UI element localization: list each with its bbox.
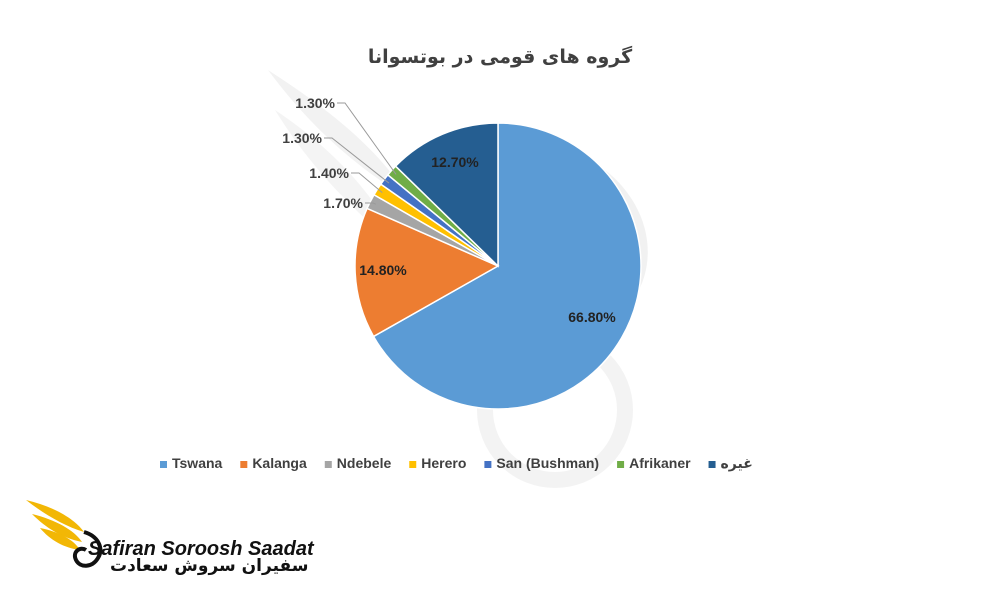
legend: Tswana Kalanga Ndebele Herero San (Bushman) A… xyxy=(160,455,753,472)
leader-line xyxy=(337,102,397,175)
data-label: 66.80% xyxy=(568,309,616,325)
bird-logo-icon xyxy=(26,500,103,568)
legend-swatch xyxy=(484,461,492,468)
legend-label: Afrikaner xyxy=(629,455,691,471)
legend-label: San (Bushman) xyxy=(496,455,599,471)
legend-swatch xyxy=(409,461,417,468)
legend-swatch xyxy=(617,461,625,468)
data-labels: 66.80% 14.80% 1.70% 1.40% 1.30% 1.30% 12.70% xyxy=(282,95,616,325)
data-label: 1.40% xyxy=(309,165,349,181)
leader-line xyxy=(324,137,390,184)
data-label: 1.70% xyxy=(323,195,363,211)
legend-label: Kalanga xyxy=(252,455,307,471)
legend-label: Herero xyxy=(421,455,466,471)
chart-title: گروه های قومی در بوتسوانا xyxy=(367,46,633,68)
pie-slices xyxy=(354,122,642,410)
legend-label: Ndebele xyxy=(337,455,392,471)
pie-slice-kalanga xyxy=(354,207,500,338)
pie-slice-tswana xyxy=(372,122,642,410)
data-label: 12.70% xyxy=(431,154,479,170)
leader-lines xyxy=(324,102,397,205)
data-label: 14.80% xyxy=(359,262,407,278)
data-label: 1.30% xyxy=(295,95,335,111)
leader-line xyxy=(351,172,383,193)
legend-swatch xyxy=(240,461,248,468)
brand-name-en: Safiran Soroosh Saadat xyxy=(88,538,314,560)
legend-swatch xyxy=(160,461,167,468)
data-label: 1.30% xyxy=(282,130,322,146)
brand-logo xyxy=(22,492,292,582)
legend-swatch xyxy=(324,461,332,468)
leader-line xyxy=(365,202,376,205)
legend-swatch xyxy=(708,461,716,468)
legend-label: غیره xyxy=(721,455,753,472)
pie-slice- xyxy=(394,122,499,268)
legend-label: Tswana xyxy=(172,455,223,471)
brand-name-fa: سفیران سروش سعادت xyxy=(110,556,309,576)
